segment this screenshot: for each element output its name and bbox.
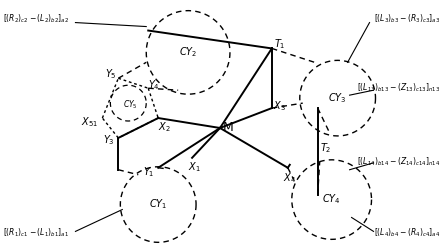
Text: $[(R_2)_{c2}-(L_2)_{b2}]_{a2}$: $[(R_2)_{c2}-(L_2)_{b2}]_{a2}$ <box>3 13 69 25</box>
Text: $Y_5$: $Y_5$ <box>105 67 117 81</box>
Text: $X_{51}$: $X_{51}$ <box>82 115 98 129</box>
Text: $CY_5$: $CY_5$ <box>123 99 138 111</box>
Text: $Y_1$: $Y_1$ <box>143 165 154 179</box>
Text: M: M <box>222 122 233 134</box>
Text: $X_4$: $X_4$ <box>283 171 296 185</box>
Text: $CY_2$: $CY_2$ <box>179 46 197 59</box>
Text: $T_2$: $T_2$ <box>320 141 331 155</box>
Text: $X_1$: $X_1$ <box>188 160 200 174</box>
Text: $[(L_{14})_{b14}-(Z_{14})_{c14}]_{n14}$: $[(L_{14})_{b14}-(Z_{14})_{c14}]_{n14}$ <box>357 156 440 168</box>
Text: $CY_1$: $CY_1$ <box>149 198 167 211</box>
Text: $[(L_{13})_{b13}-(Z_{13})_{c13}]_{n13}$: $[(L_{13})_{b13}-(Z_{13})_{c13}]_{n13}$ <box>357 82 440 94</box>
Text: $X_3$: $X_3$ <box>273 99 286 113</box>
Text: $[(R_1)_{c1}-(L_1)_{b1}]_{a1}$: $[(R_1)_{c1}-(L_1)_{b1}]_{a1}$ <box>3 227 69 239</box>
Text: $T_1$: $T_1$ <box>274 38 286 51</box>
Text: $Y_3$: $Y_3$ <box>103 133 114 147</box>
Text: $[(L_4)_{b4}-(R_4)_{c4}]_{a4}$: $[(L_4)_{b4}-(R_4)_{c4}]_{a4}$ <box>374 227 440 239</box>
Text: $CY_3$: $CY_3$ <box>328 91 347 105</box>
Text: $Y_4$: $Y_4$ <box>148 78 160 92</box>
Text: $[(L_3)_{b3}-(R_3)_{c3}]_{a3}$: $[(L_3)_{b3}-(R_3)_{c3}]_{a3}$ <box>374 13 440 25</box>
Text: $CY_4$: $CY_4$ <box>323 193 341 206</box>
Text: $X_2$: $X_2$ <box>158 120 171 134</box>
